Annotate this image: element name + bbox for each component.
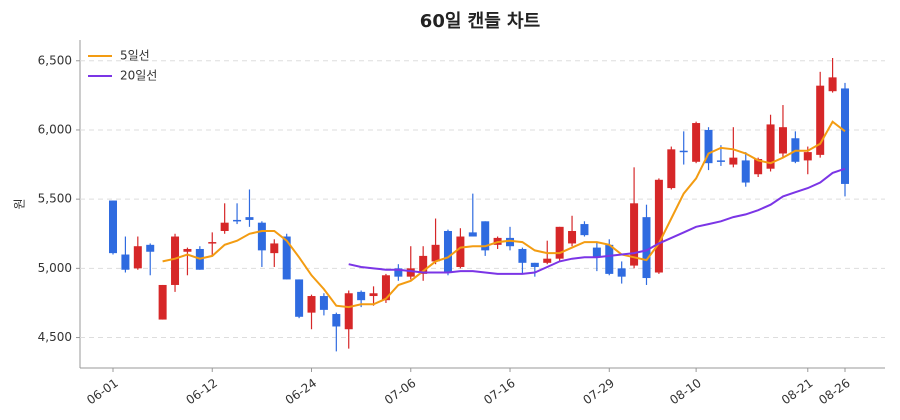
candle-body [741,160,750,183]
y-tick-label: 6,500 [38,53,72,67]
y-tick-label: 5,500 [38,192,72,206]
y-tick-label: 4,500 [38,330,72,344]
x-tick-label: 06-12 [183,376,220,407]
x-tick-label: 06-24 [283,376,320,407]
candle-body [630,203,639,266]
x-tick-label: 07-06 [382,376,419,407]
candle-body [121,254,130,270]
candle-body [332,314,341,327]
candle-body [841,88,849,184]
legend-label: 20일선 [120,69,157,83]
candle-body [171,236,180,285]
candle-body [381,275,390,301]
candle-body [679,150,688,153]
candle-body [319,296,328,310]
candle-body [443,230,452,273]
candle-body [257,222,266,251]
candle-body [394,268,403,277]
candle-body [716,160,725,162]
candle-body [245,217,254,220]
candle-body [642,217,651,279]
candle-body [295,279,304,317]
candle-body [555,226,564,259]
candle-body [183,248,192,252]
candle-body [307,296,316,313]
candle-body [220,222,229,231]
candle-body [468,232,477,237]
candle-body [530,262,539,267]
candle-body [704,129,713,164]
candle-body [580,224,589,236]
candle-body [592,247,601,258]
candle-body [270,243,279,254]
candle-body [617,268,626,277]
candle-body [605,244,614,274]
candle-body [692,123,701,162]
candle-body [754,159,763,175]
x-tick-label: 06-01 [84,376,121,407]
x-tick-label: 07-16 [481,376,518,407]
candle-body [481,221,490,251]
candle-body [282,236,291,280]
candle-body [357,291,366,301]
candle-body [233,219,242,222]
y-tick-label: 5,000 [38,261,72,275]
candle-body [543,258,552,263]
y-tick-label: 6,000 [38,122,72,136]
candle-body [208,242,217,244]
candle-body [828,77,837,92]
candle-body [518,248,527,263]
chart-title: 60일 캔들 차트 [420,11,540,32]
ma-line [162,120,846,309]
candle-body [419,255,428,274]
candle-body [654,179,663,273]
y-axis-label: 원 [13,198,27,209]
candle-body [803,152,812,161]
candle-body [369,293,378,297]
candle-body [406,268,415,277]
candle-body [667,149,676,189]
candle-body [344,293,353,330]
candle-body [133,246,142,269]
x-tick-label: 07-29 [580,376,617,407]
candle-body [158,284,167,320]
x-tick-label: 08-26 [816,376,853,407]
candle-body [729,157,738,165]
candle-body [778,127,787,154]
legend-label: 5일선 [120,49,150,63]
x-tick-label: 08-10 [667,376,704,407]
candle-body [816,85,825,155]
candle-body [431,244,440,262]
candle-body [766,124,775,169]
x-tick-label: 08-21 [779,376,816,407]
candle-body [456,236,465,267]
candle-body [109,200,117,254]
candle-body [146,244,155,252]
ma-line [348,167,846,275]
candle-body [506,237,515,247]
candle-body [568,230,577,244]
